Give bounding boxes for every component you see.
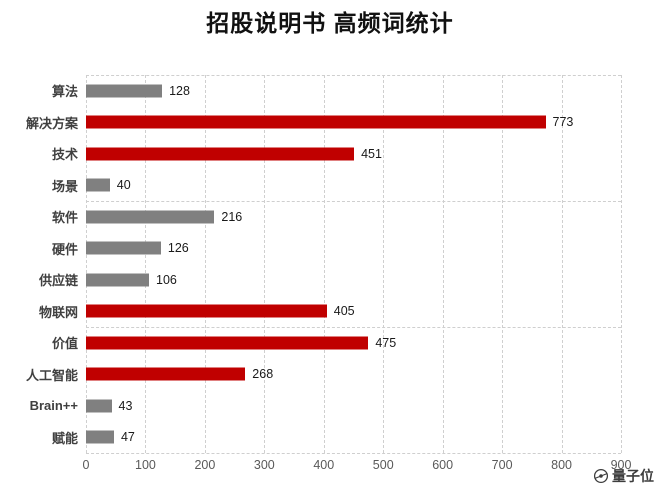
grid-line-vertical xyxy=(502,75,504,453)
category-label: Brain++ xyxy=(29,398,78,414)
grid-line-vertical xyxy=(621,75,622,453)
x-tick-label: 800 xyxy=(551,458,572,472)
grid-line-vertical xyxy=(561,75,563,453)
bar-row: 773 xyxy=(86,107,621,139)
category-label: 硬件 xyxy=(51,241,78,257)
bar-row: 405 xyxy=(86,296,621,328)
bar xyxy=(86,367,246,381)
value-label: 268 xyxy=(252,367,274,382)
grid-line-vertical xyxy=(86,75,87,453)
x-tick-label: 400 xyxy=(313,458,335,472)
value-label: 405 xyxy=(333,304,355,319)
x-tick-label: 100 xyxy=(135,458,156,472)
category-label: 技术 xyxy=(51,147,78,163)
x-tick-label: 0 xyxy=(82,458,90,472)
category-label: 赋能 xyxy=(51,430,78,446)
value-label: 128 xyxy=(169,83,190,98)
grid-line-horizontal xyxy=(86,75,621,76)
qbitai-logo-icon xyxy=(593,468,609,484)
grid-line-horizontal xyxy=(86,453,621,454)
bar xyxy=(86,84,163,98)
bar xyxy=(86,147,355,161)
bar xyxy=(86,178,110,192)
grid-line-vertical xyxy=(145,75,147,453)
bar-row: 128 xyxy=(86,75,621,107)
bar-row: 47 xyxy=(86,422,621,454)
chart-title: 招股说明书 高频词统计 xyxy=(206,10,454,36)
category-label: 解决方案 xyxy=(25,115,78,131)
bar-row: 268 xyxy=(86,359,621,391)
bar xyxy=(86,399,112,413)
grid-line-horizontal xyxy=(86,327,621,328)
bar xyxy=(86,273,149,287)
plot-area: 128 773 451 40 216 126 106 405 475 268 43 47 xyxy=(86,75,622,454)
bar xyxy=(86,336,369,350)
x-tick-label: 200 xyxy=(194,458,216,472)
x-axis: 0 100 200 300 400 500 600 700 800 900 xyxy=(82,458,632,476)
category-label: 供应链 xyxy=(38,273,78,289)
watermark: 量子位 xyxy=(593,466,654,486)
category-label: 软件 xyxy=(51,210,78,226)
grid-line-vertical xyxy=(442,75,444,453)
value-label: 47 xyxy=(120,430,135,445)
grid-line-horizontal xyxy=(86,201,621,202)
category-label: 人工智能 xyxy=(25,367,78,383)
x-tick-label: 300 xyxy=(253,458,275,472)
bar-row: 126 xyxy=(86,233,621,265)
x-tick-label: 700 xyxy=(491,458,513,472)
bar-row: 106 xyxy=(86,264,621,296)
grid-line-vertical xyxy=(264,75,266,453)
bar xyxy=(86,115,546,129)
value-label: 475 xyxy=(375,335,397,350)
category-labels: 算法解决方案技术场景软件硬件供应链物联网价值人工智能 Brain++ 赋能 xyxy=(0,75,78,453)
bar xyxy=(86,430,114,444)
x-tick-label: 500 xyxy=(372,458,394,472)
category-label: 价值 xyxy=(51,336,78,352)
value-label: 451 xyxy=(361,146,382,161)
x-tick-label: 900 xyxy=(610,458,632,472)
bar-row: 475 xyxy=(86,327,621,359)
value-label: 43 xyxy=(118,398,133,413)
bar xyxy=(86,210,215,224)
value-label: 126 xyxy=(167,241,189,256)
value-label: 40 xyxy=(116,178,131,193)
value-label: 216 xyxy=(221,209,243,224)
value-label: 773 xyxy=(552,115,574,130)
bar-row: 40 xyxy=(86,170,621,202)
bar xyxy=(86,241,161,255)
value-label: 106 xyxy=(156,272,177,287)
watermark-text: 量子位 xyxy=(612,468,654,484)
bar-row: 451 xyxy=(86,138,621,170)
category-label: 场景 xyxy=(51,178,78,194)
x-tick-label: 600 xyxy=(432,458,454,472)
grid-line-vertical xyxy=(323,75,325,453)
category-label: 算法 xyxy=(51,84,78,100)
bar-row: 216 xyxy=(86,201,621,233)
category-label: 物联网 xyxy=(38,304,78,320)
bar-row: 43 xyxy=(86,390,621,422)
grid-line-vertical xyxy=(204,75,206,453)
grid-line-vertical xyxy=(383,75,385,453)
bar xyxy=(86,304,327,318)
